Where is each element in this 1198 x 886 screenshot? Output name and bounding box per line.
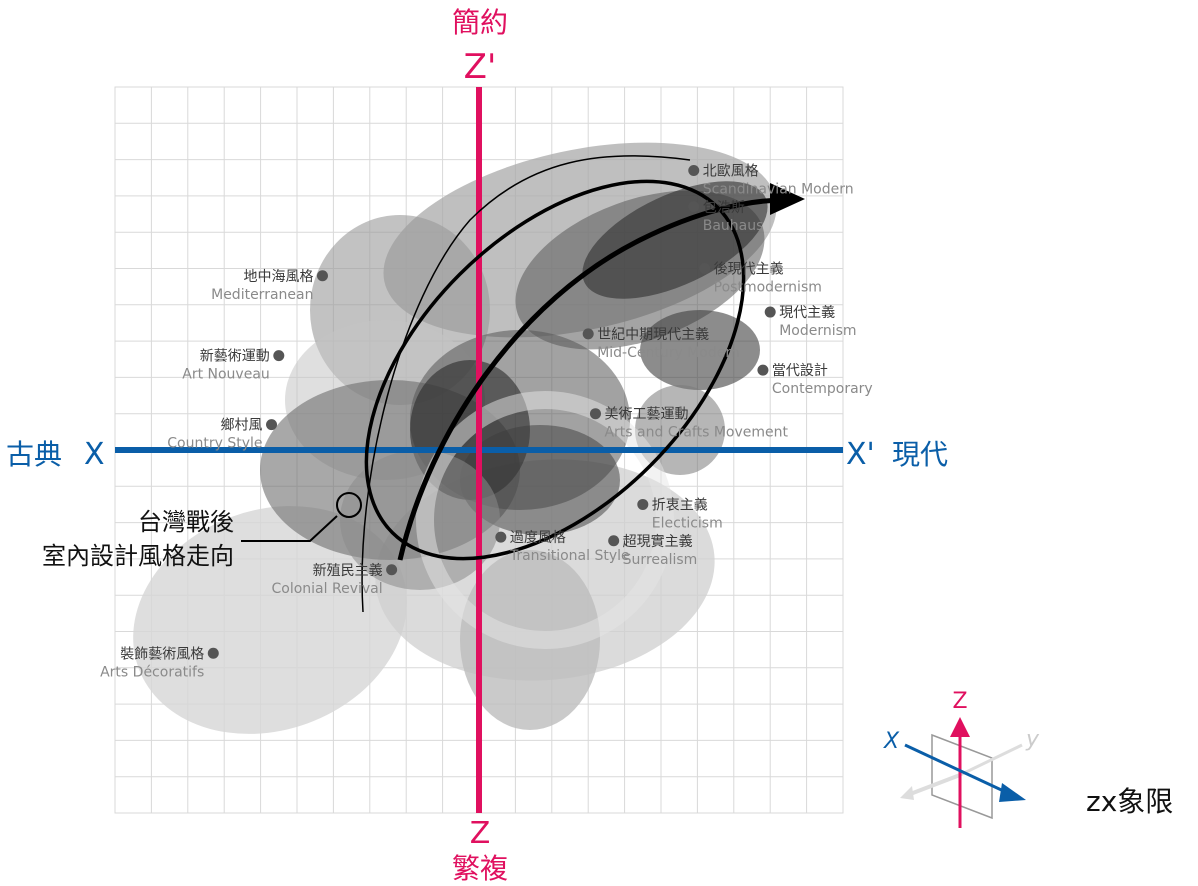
style-point: 包浩斯 Bauhaus: [688, 200, 763, 234]
style-point: 世紀中期現代主義 Mid-Century Modern: [582, 326, 740, 361]
style-point: 折衷主義 Electicism: [637, 496, 723, 531]
style-point: 美術工藝運動 Arts and Crafts Movement: [589, 407, 789, 441]
style-point-label-en: Postmodernism: [714, 280, 822, 296]
style-point-label-zh: 美術工藝運動: [604, 407, 688, 423]
style-point-label-zh: 地中海風格: [243, 269, 313, 285]
style-points: 北歐風格 Scandinavian Modern 包浩斯 Bauhaus 後現代主義 Po…: [100, 163, 873, 680]
style-point-marker: [764, 306, 776, 318]
legend-x-symbol: X: [883, 729, 900, 754]
style-point: 後現代主義 Postmodernism: [699, 261, 822, 296]
trend-leader-line: [241, 515, 338, 542]
legend-y-symbol: y: [1025, 727, 1040, 752]
style-point-label-zh: 新殖民主義: [313, 562, 383, 579]
trend-label-line1: 台灣戰後: [138, 508, 234, 536]
style-point: 過度風格 Transitional Style: [495, 530, 630, 564]
style-point-label-zh: 當代設計: [772, 363, 828, 379]
style-point-marker: [688, 201, 700, 213]
style-point-label-en: Art Nouveau: [182, 367, 270, 383]
style-point-label-en: Mid-Century Modern: [597, 345, 740, 361]
style-point-marker: [266, 419, 278, 431]
style-point-label-en: Mediterranean: [211, 287, 313, 303]
style-point-label-zh: 北歐風格: [703, 163, 759, 179]
style-point-label-en: Bauhaus: [703, 218, 764, 234]
style-point-label-en: Surrealism: [623, 552, 698, 568]
style-point-label-zh: 世紀中期現代主義: [597, 326, 709, 343]
style-point: 北歐風格 Scandinavian Modern: [688, 163, 854, 197]
style-point-marker: [316, 270, 328, 282]
style-point: 新殖民主義 Colonial Revival: [272, 562, 398, 597]
style-point-marker: [608, 535, 620, 547]
style-point-label-en: Scandinavian Modern: [703, 181, 854, 197]
style-point: 超現實主義 Surrealism: [608, 533, 697, 568]
style-point-label-zh: 新藝術運動: [200, 349, 270, 365]
trend-start-marker: [336, 492, 362, 518]
style-point-label-en: Transitional Style: [509, 548, 630, 564]
style-point-marker: [688, 164, 700, 176]
trend-arrowhead: [770, 183, 805, 215]
z-top-symbol: Z': [464, 47, 497, 87]
style-point-marker: [699, 263, 711, 274]
style-point-marker: [207, 647, 219, 659]
style-point-label-en: Modernism: [779, 323, 856, 339]
style-zones: [133, 142, 777, 734]
style-point: 地中海風格 Mediterranean: [211, 269, 328, 303]
z-bottom-label: 繁複: [452, 852, 508, 885]
style-point-label-en: Arts Décoratifs: [100, 664, 204, 680]
style-point-label-en: Arts and Crafts Movement: [604, 425, 788, 441]
style-point: 裝飾藝術風格 Arts Décoratifs: [100, 646, 219, 680]
style-point-label-zh: 超現實主義: [623, 533, 693, 550]
style-point-marker: [589, 408, 601, 420]
style-point-label-en: Colonial Revival: [272, 581, 383, 597]
axes-3d-legend: y Z X zx象限: [883, 689, 1173, 828]
style-point-label-zh: 折衷主義: [652, 496, 708, 513]
zx-plane-icon: [931, 733, 993, 820]
style-point: 新藝術運動 Art Nouveau: [182, 349, 285, 383]
style-point: 鄉村風 Country Style: [167, 418, 278, 452]
style-point-marker: [386, 564, 398, 576]
trend-ellipse: [241, 155, 805, 613]
style-point-label-en: Electicism: [652, 515, 723, 531]
x-left-symbol: X: [84, 437, 105, 472]
style-point-label-zh: 過度風格: [510, 530, 566, 546]
trend-label-line2: 室內設計風格走向: [42, 542, 234, 570]
style-point-label-zh: 現代主義: [779, 304, 835, 321]
legend-z-symbol: Z: [952, 689, 967, 714]
style-point-marker: [757, 364, 769, 376]
x-right-symbol: X': [846, 437, 875, 472]
style-point-label-en: Contemporary: [772, 381, 873, 397]
style-point-marker: [495, 531, 507, 543]
style-point-label-zh: 包浩斯: [703, 200, 745, 216]
style-point: 現代主義 Modernism: [764, 304, 857, 339]
z-top-label: 簡約: [452, 6, 508, 39]
style-point-marker: [637, 498, 649, 510]
style-point: 當代設計 Contemporary: [757, 363, 873, 397]
style-point-marker: [273, 350, 285, 362]
style-point-label-zh: 後現代主義: [714, 261, 784, 278]
style-point-label-en: Country Style: [167, 436, 262, 452]
legend-caption: zx象限: [1086, 785, 1173, 818]
style-point-label-zh: 裝飾藝術風格: [120, 646, 204, 662]
z-bottom-symbol: Z: [470, 816, 491, 851]
style-point-marker: [582, 328, 594, 340]
x-left-label: 古典: [6, 438, 62, 471]
x-right-label: 現代: [892, 438, 948, 471]
style-point-label-zh: 鄉村風: [221, 418, 263, 434]
